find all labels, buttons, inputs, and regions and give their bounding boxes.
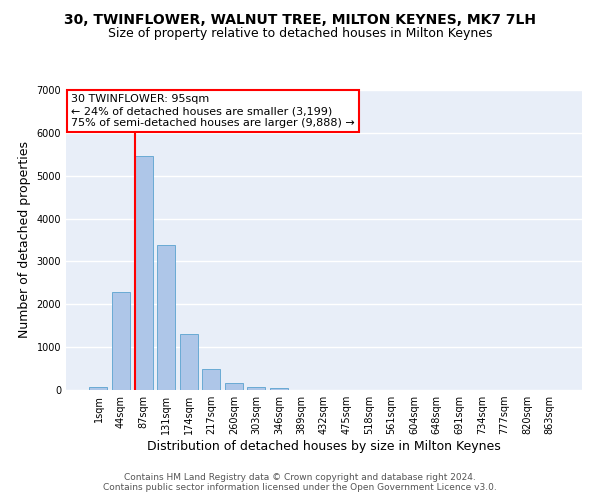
Text: Contains HM Land Registry data © Crown copyright and database right 2024.
Contai: Contains HM Land Registry data © Crown c… [103,473,497,492]
Bar [112,292,130,390]
Text: 30 TWINFLOWER: 95sqm
← 24% of detached houses are smaller (3,199)
75% of semi-de: 30 TWINFLOWER: 95sqm ← 24% of detached h… [71,94,355,128]
Bar [247,386,265,390]
Bar [202,368,220,390]
X-axis label: Distribution of detached houses by size in Milton Keynes: Distribution of detached houses by size … [147,440,501,453]
Bar [179,334,198,390]
Y-axis label: Number of detached properties: Number of detached properties [18,142,31,338]
Text: 30, TWINFLOWER, WALNUT TREE, MILTON KEYNES, MK7 7LH: 30, TWINFLOWER, WALNUT TREE, MILTON KEYN… [64,12,536,26]
Bar [270,388,288,390]
Bar [134,156,152,390]
Bar [225,382,243,390]
Bar [89,387,107,390]
Bar [157,245,175,390]
Text: Size of property relative to detached houses in Milton Keynes: Size of property relative to detached ho… [108,28,492,40]
